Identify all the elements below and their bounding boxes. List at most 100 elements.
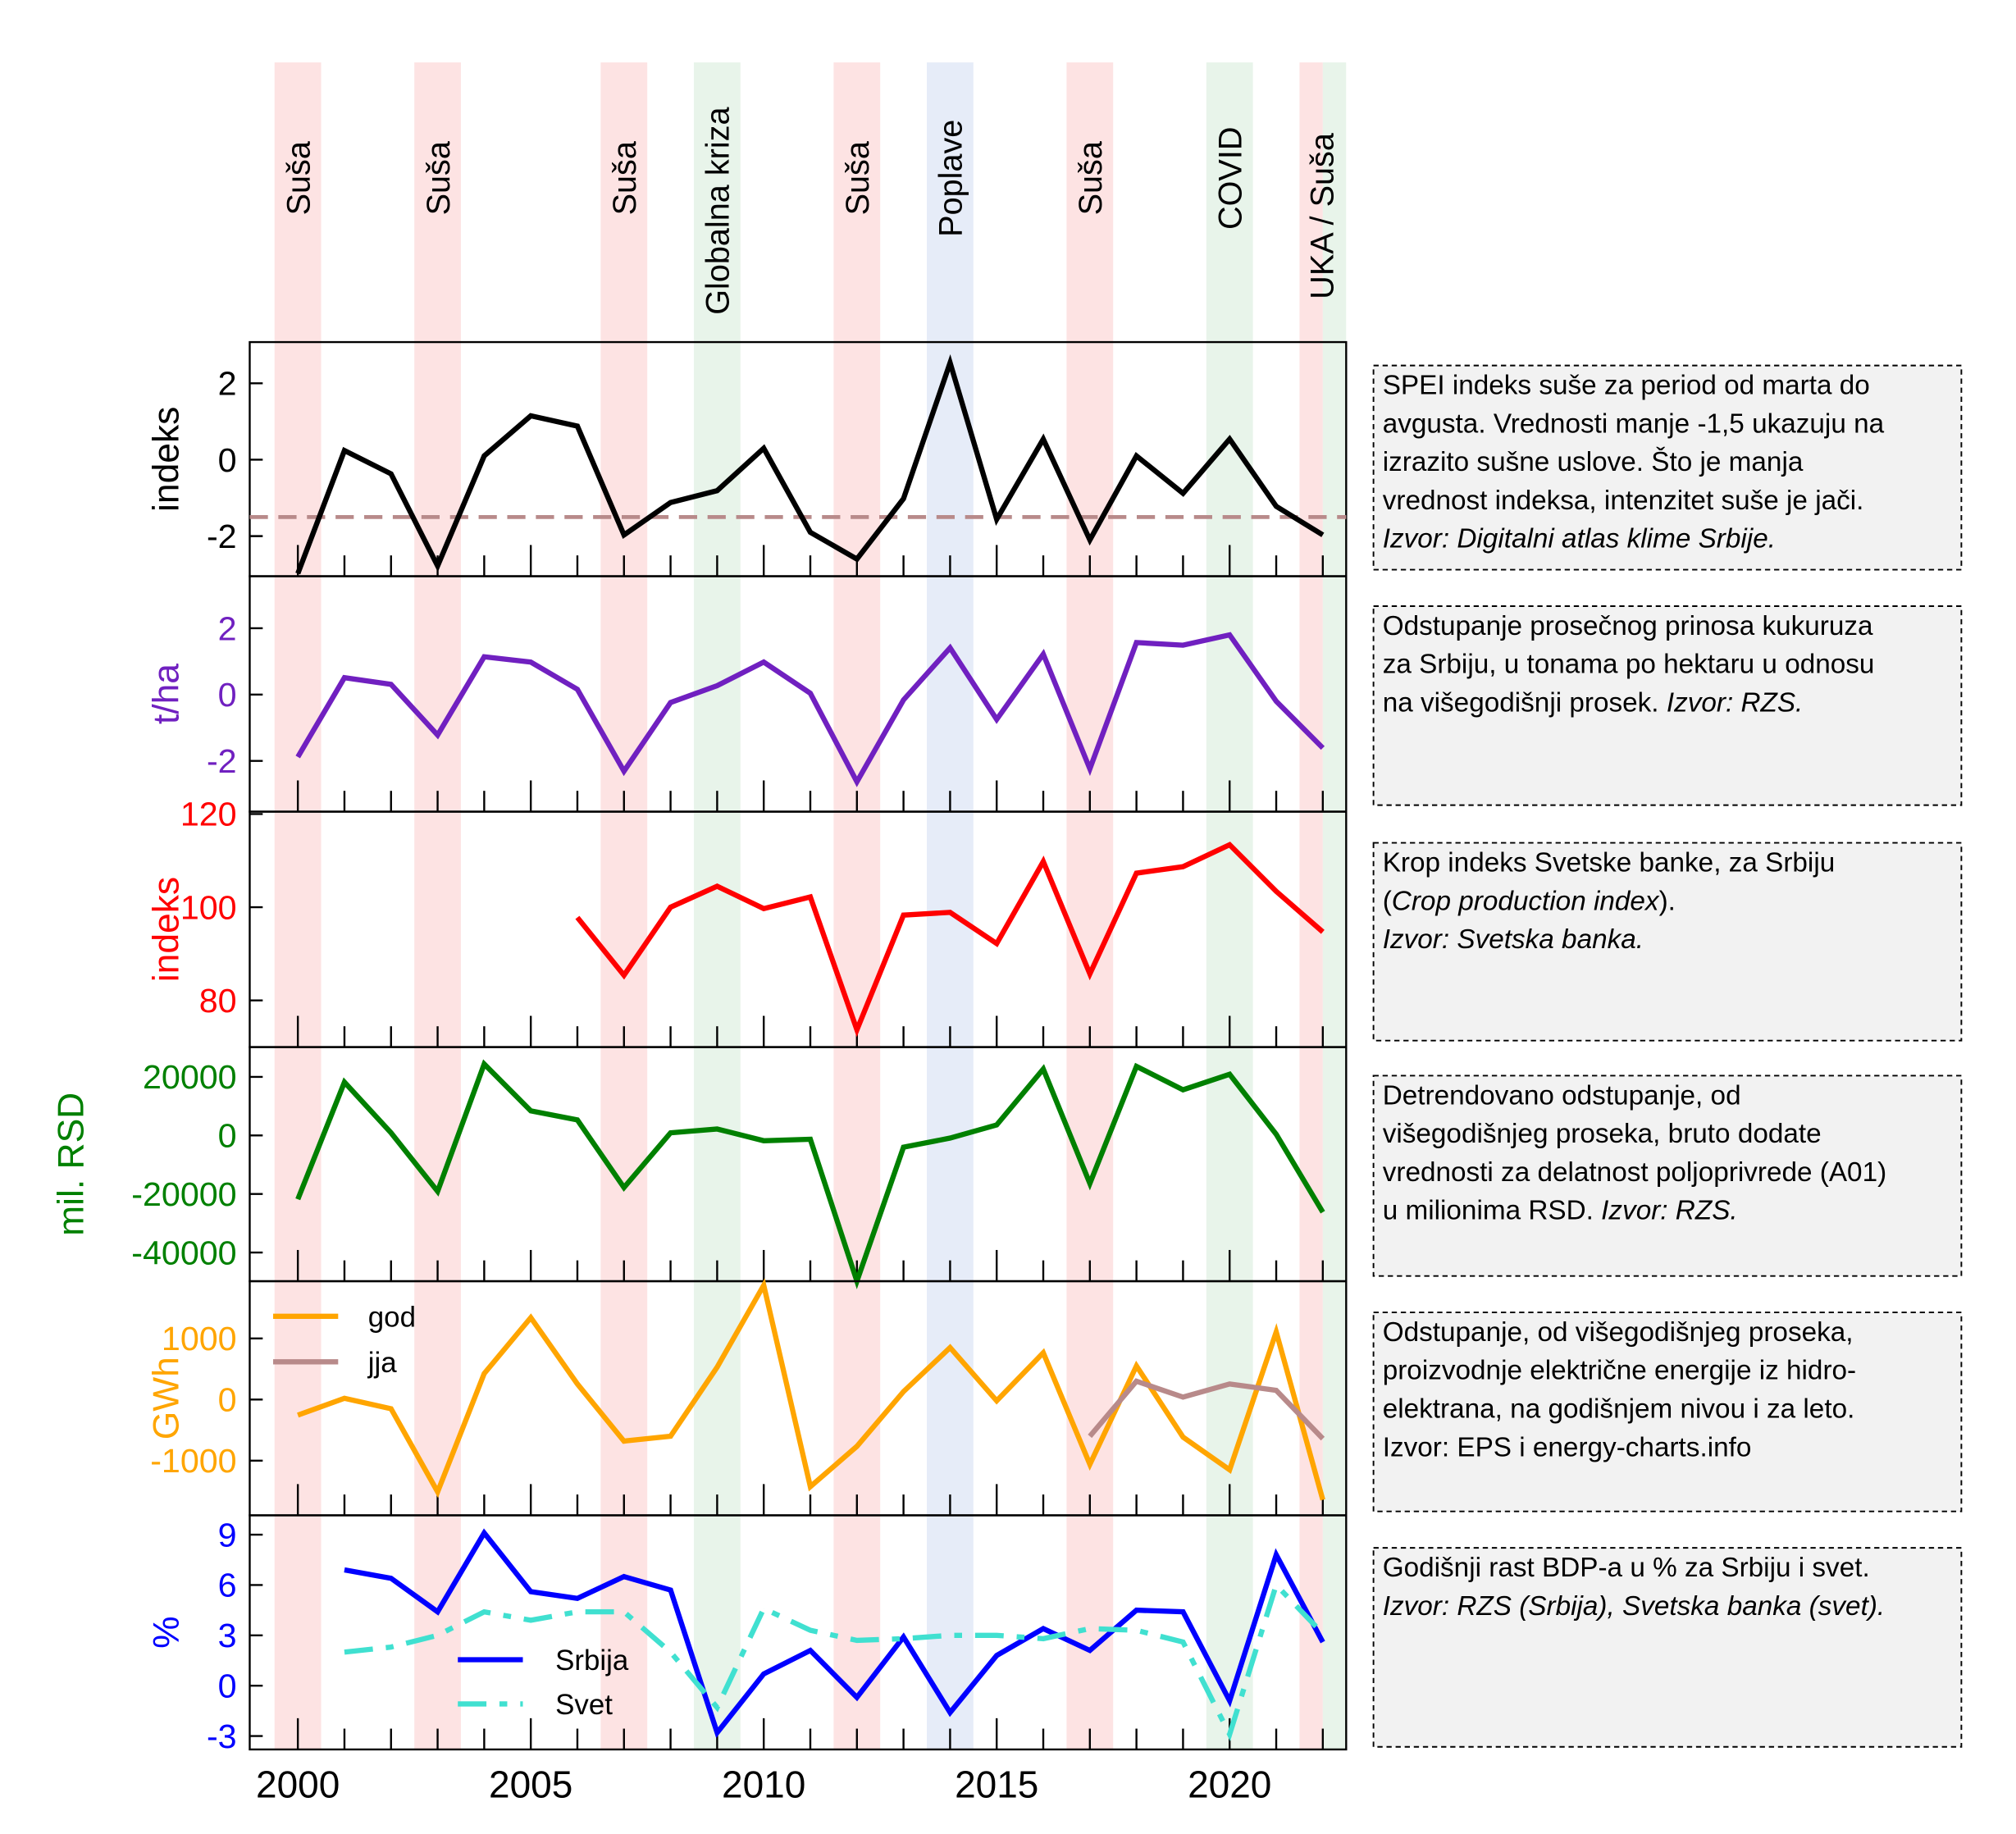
y-axis-label: GWh [146,1357,186,1439]
event-band [833,62,881,1750]
note-line: za Srbiju, u tonama po hektaru u odnosu [1383,650,1875,680]
note-box-3: Krop indeks Svetske banke, za Srbiju (Cro… [1372,842,1963,1042]
note-line: elektrana, na godišnjem nivou i za leto. [1383,1394,1855,1425]
panel-frame [249,340,1348,577]
event-label: Suša [281,140,317,215]
note-line: Izvor: RZS (Srbija), Svetska banka (svet… [1383,1591,1885,1622]
panel-frame [249,575,1348,813]
notes: SPEI indeks suše za period od marta do av… [1372,364,1963,1748]
series-line-jja [1088,1378,1325,1441]
note-line: avgusta. Vrednosti manje -1,5 ukazuju na [1383,408,1885,439]
y-tick-label: 20000 [143,1058,237,1096]
y-axis-label: mil. RSD [51,1093,91,1236]
y-tick-label: 120 [180,796,237,833]
panel-4: 20000 0 -20000 -40000 mil. RSD [51,1046,1348,1289]
y-tick-label: 80 [199,982,237,1020]
y-tick-label: 9 [218,1516,237,1553]
y-tick-label: 6 [218,1567,237,1604]
panels: 20-2indeks20-2t/ha12010080indeks200000-2… [51,340,1348,1806]
note-text: za Srbiju, u tonama po hektaru u odnosu [1383,650,1875,680]
note-line: u milionima RSD. Izvor: RZS. [1383,1196,1738,1226]
y-tick-label: -2 [207,518,237,555]
event-label: Poplave [933,120,969,237]
y-tick-label: -20000 [131,1175,236,1213]
note-line: vrednosti za delatnost poljoprivrede (A0… [1383,1157,1886,1188]
note-text: na višegodišnji prosek. [1383,687,1667,718]
event-label: COVID [1212,127,1248,230]
note-line: višegodišnjeg proseka, bruto dodate [1383,1119,1822,1149]
note-text: SPEI indeks suše za period od marta do [1383,371,1870,401]
y-tick-label: -3 [207,1718,237,1755]
note-line: Krop indeks Svetske banke, za Srbiju [1383,847,1836,878]
y-axis-label: % [146,1616,186,1648]
x-tick-label: 2020 [1188,1763,1271,1806]
event-label: UKA / Suša [1305,132,1341,299]
note-box-4: Detrendovano odstupanje, od višegodišnjeg… [1372,1074,1963,1277]
note-box-6: Godišnji rast BDP-a u % za Srbiju i svet… [1372,1547,1963,1748]
note-line: na višegodišnji prosek. Izvor: RZS. [1383,687,1804,718]
panel-6: 9 6 3 0 -3% Srbija Svet [146,1514,1348,1755]
note-text: Odstupanje prosečnog prinosa kukuruza [1383,611,1873,641]
note-line: proizvodnje električne energije iz hidro… [1383,1356,1856,1386]
note-text: Izvor: EPS i energy-charts.info [1383,1432,1752,1462]
note-line: Odstupanje prosečnog prinosa kukuruza [1383,611,1873,641]
note-text: ). [1659,886,1676,916]
note-line: Detrendovano odstupanje, od [1383,1080,1741,1111]
note-text: Krop indeks Svetske banke, za Srbiju [1383,847,1836,878]
note-text: proizvodnje električne energije iz hidro… [1383,1356,1856,1386]
event-label: Suša [607,140,643,215]
note-line: Izvor: Digitalni atlas klime Srbije. [1383,524,1776,554]
y-tick-label: 3 [218,1617,237,1654]
y-tick-label: 2 [218,365,237,403]
panel-1: 2 0 -2 indeks [146,340,1348,577]
event-band [600,62,648,1750]
legend-label: Srbija [555,1645,629,1677]
note-text: Odstupanje, od višegodišnjeg proseka, [1383,1317,1854,1348]
series-line-srbija [344,1528,1325,1739]
note-line: Godišnji rast BDP-a u % za Srbiju i svet… [1383,1553,1870,1583]
y-axis-label: t/ha [146,664,186,724]
x-tick-label: 2010 [722,1763,805,1806]
note-box-5: Odstupanje, od višegodišnjeg proseka, pro… [1372,1312,1963,1512]
y-axis-label: indeks [146,407,186,512]
x-tick-label: 2000 [256,1763,340,1806]
event-band [1322,62,1347,1750]
y-tick-label: 0 [218,1381,237,1419]
event-band [926,62,974,1750]
y-tick-label: -40000 [131,1234,236,1271]
event-band [1299,62,1323,1750]
note-line: vrednost indeksa, intenzitet suše je jač… [1383,486,1864,516]
panel-frame [249,810,1348,1048]
note-line: Izvor: EPS i energy-charts.info [1383,1432,1752,1462]
y-tick-label: 0 [218,1667,237,1704]
panel-3: 120 100 80 indeks [146,796,1348,1048]
y-axis-label: indeks [146,877,186,982]
note-text: avgusta. Vrednosti manje -1,5 ukazuju na [1383,408,1885,439]
note-source: Izvor: RZS (Srbija), Svetska banka (svet… [1383,1591,1885,1622]
y-tick-label: 0 [218,1117,237,1155]
panel-2: 2 0 -2 t/ha [146,575,1348,813]
note-source: Izvor: RZS. [1667,687,1804,718]
x-tick-label: 2005 [489,1763,572,1806]
note-text: vrednosti za delatnost poljoprivrede (A0… [1383,1157,1886,1188]
event-label: Suša [1073,140,1109,215]
y-tick-label: 1000 [162,1320,237,1357]
note-source: Izvor: Digitalni atlas klime Srbije. [1383,524,1776,554]
y-tick-label: 0 [218,441,237,479]
note-source: Crop production index [1392,886,1660,916]
note-frame [1372,842,1963,1042]
legend-label: god [368,1302,416,1334]
y-tick-label: 0 [218,676,237,714]
note-frame [1372,605,1963,806]
note-source: Izvor: Svetska banka. [1383,924,1644,955]
note-text: u milionima RSD. [1383,1196,1601,1226]
panel-frame [249,1514,1348,1751]
note-line: izrazito sušne uslove. Što je manja [1383,446,1804,477]
legend-label: Svet [555,1689,613,1721]
note-text: Detrendovano odstupanje, od [1383,1080,1741,1111]
note-line: Odstupanje, od višegodišnjeg proseka, [1383,1317,1854,1348]
note-box-1: SPEI indeks suše za period od marta do av… [1372,364,1963,571]
note-box-2: Odstupanje prosečnog prinosa kukuruza za … [1372,605,1963,806]
